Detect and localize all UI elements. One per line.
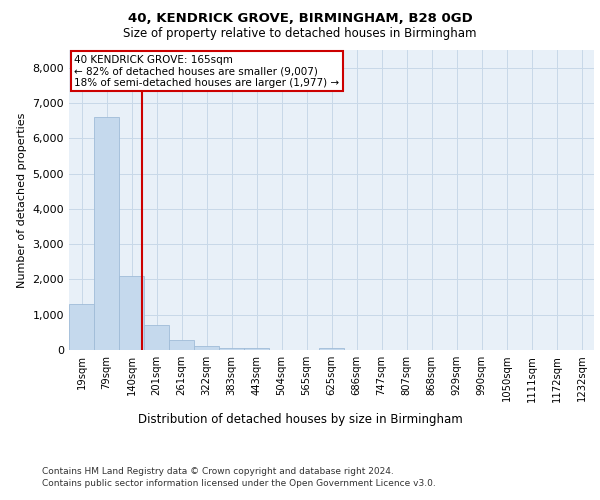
Bar [69, 304, 94, 350]
Text: Contains HM Land Registry data © Crown copyright and database right 2024.: Contains HM Land Registry data © Crown c… [42, 468, 394, 476]
Text: Size of property relative to detached houses in Birmingham: Size of property relative to detached ho… [123, 28, 477, 40]
Bar [319, 348, 344, 350]
Text: 40 KENDRICK GROVE: 165sqm
← 82% of detached houses are smaller (9,007)
18% of se: 40 KENDRICK GROVE: 165sqm ← 82% of detac… [74, 54, 340, 88]
Text: 40, KENDRICK GROVE, BIRMINGHAM, B28 0GD: 40, KENDRICK GROVE, BIRMINGHAM, B28 0GD [128, 12, 472, 26]
Bar [169, 340, 194, 350]
Bar [194, 346, 219, 350]
Bar [119, 276, 144, 350]
Bar [94, 117, 119, 350]
Bar [144, 326, 169, 350]
Text: Contains public sector information licensed under the Open Government Licence v3: Contains public sector information licen… [42, 479, 436, 488]
Bar [219, 348, 244, 350]
Y-axis label: Number of detached properties: Number of detached properties [17, 112, 27, 288]
Bar [244, 348, 269, 350]
Text: Distribution of detached houses by size in Birmingham: Distribution of detached houses by size … [137, 412, 463, 426]
